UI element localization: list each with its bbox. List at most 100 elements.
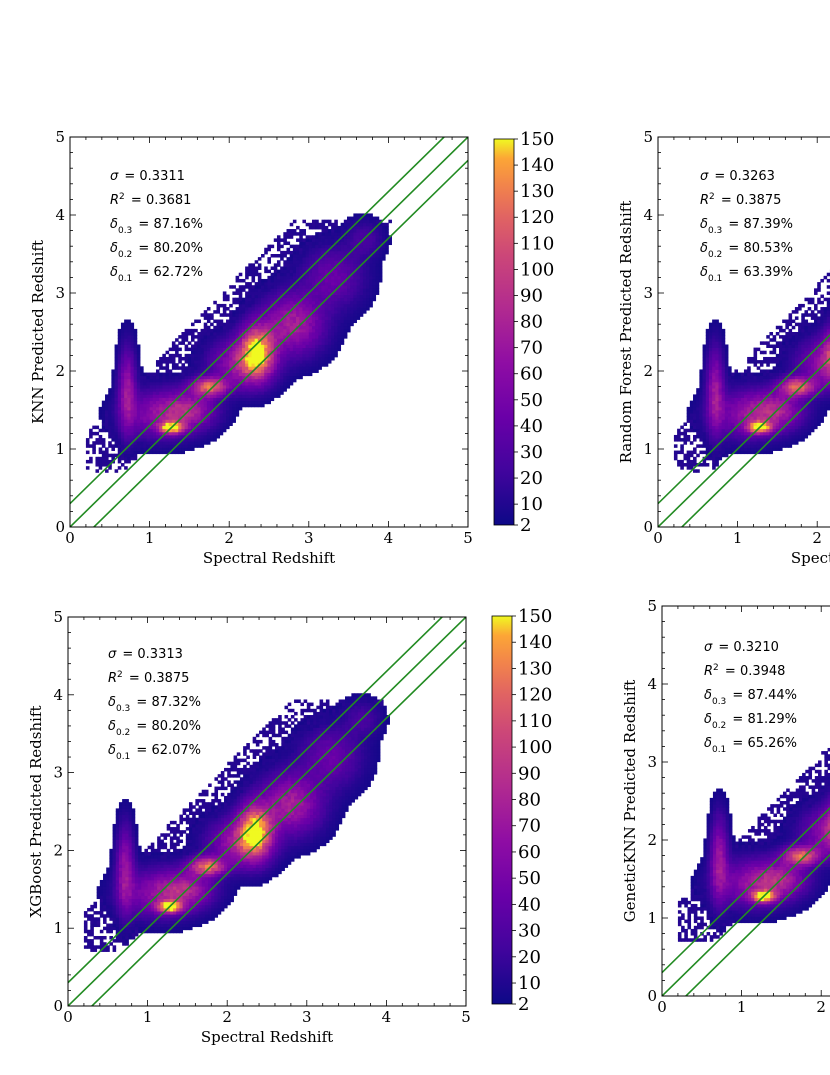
histogram-cell bbox=[168, 447, 173, 451]
histogram-cell bbox=[728, 394, 732, 398]
histogram-cell bbox=[197, 438, 201, 442]
histogram-cell bbox=[235, 363, 240, 367]
histogram-cell bbox=[769, 406, 774, 411]
histogram-cell bbox=[273, 272, 278, 277]
histogram-cell bbox=[105, 450, 109, 455]
histogram-cell bbox=[130, 410, 135, 414]
histogram-cell bbox=[734, 403, 738, 408]
histogram-cell bbox=[280, 347, 284, 352]
histogram-cell bbox=[152, 400, 157, 405]
histogram-cell bbox=[165, 366, 170, 370]
histogram-cell bbox=[382, 244, 386, 249]
histogram-cell bbox=[728, 419, 732, 423]
histogram-cell bbox=[807, 381, 812, 386]
histogram-cell bbox=[254, 272, 259, 277]
histogram-cell bbox=[232, 360, 236, 364]
histogram-cell bbox=[804, 350, 809, 355]
histogram-cell bbox=[769, 356, 774, 361]
histogram-cell bbox=[181, 385, 186, 389]
histogram-cell bbox=[731, 381, 735, 386]
histogram-cell bbox=[296, 247, 300, 252]
histogram-cell bbox=[807, 391, 812, 395]
histogram-cell bbox=[133, 400, 138, 405]
histogram-cell bbox=[305, 297, 310, 302]
histogram-cell bbox=[334, 238, 338, 242]
histogram-cell bbox=[216, 400, 221, 405]
histogram-cell bbox=[143, 378, 147, 383]
histogram-cell bbox=[120, 410, 125, 414]
histogram-cell bbox=[350, 229, 354, 233]
histogram-cell bbox=[210, 328, 214, 333]
histogram-cell bbox=[324, 229, 329, 233]
histogram-cell bbox=[814, 313, 818, 317]
histogram-cell bbox=[257, 263, 262, 267]
histogram-cell bbox=[127, 400, 131, 405]
histogram-cell bbox=[296, 363, 300, 367]
histogram-cell bbox=[175, 441, 179, 445]
histogram-cell bbox=[804, 360, 809, 364]
histogram-cell bbox=[299, 363, 303, 367]
histogram-cell bbox=[378, 229, 383, 233]
histogram-cell bbox=[807, 344, 812, 348]
histogram-cell bbox=[791, 419, 796, 423]
histogram-cell bbox=[133, 335, 138, 339]
histogram-cell bbox=[245, 388, 249, 392]
histogram-cell bbox=[362, 275, 367, 280]
histogram-cell bbox=[359, 257, 364, 261]
histogram-cell bbox=[794, 322, 799, 327]
histogram-cell bbox=[721, 413, 726, 417]
histogram-cell bbox=[229, 394, 233, 398]
histogram-cell bbox=[216, 378, 221, 383]
histogram-cell bbox=[136, 347, 141, 352]
axes-frame bbox=[69, 136, 469, 528]
histogram-cell bbox=[721, 372, 726, 377]
histogram-cell bbox=[264, 297, 268, 302]
histogram-cell bbox=[283, 278, 287, 283]
histogram-cell bbox=[219, 363, 224, 367]
histogram-cell bbox=[280, 328, 284, 333]
histogram-cell bbox=[190, 369, 195, 373]
histogram-cell bbox=[728, 450, 732, 455]
histogram-cell bbox=[343, 332, 348, 336]
histogram-cell bbox=[283, 360, 287, 364]
histogram-cell bbox=[292, 291, 297, 295]
histogram-cell bbox=[740, 375, 745, 380]
histogram-cell bbox=[257, 307, 262, 311]
histogram-cell bbox=[203, 366, 208, 370]
histogram-cell bbox=[785, 381, 789, 386]
histogram-cell bbox=[810, 416, 815, 420]
histogram-cell bbox=[257, 385, 262, 389]
histogram-cell bbox=[200, 313, 205, 317]
histogram-cell bbox=[686, 438, 691, 442]
histogram-cell bbox=[782, 403, 786, 408]
histogram-cell bbox=[187, 425, 192, 430]
histogram-cell bbox=[699, 375, 703, 380]
histogram-cell bbox=[785, 319, 789, 324]
histogram-cell bbox=[788, 350, 793, 355]
histogram-cell bbox=[286, 328, 291, 333]
histogram-cell bbox=[165, 425, 170, 430]
histogram-cell bbox=[140, 419, 144, 423]
histogram-cell bbox=[693, 438, 697, 442]
histogram-cell bbox=[804, 369, 809, 373]
histogram-cell bbox=[187, 369, 192, 373]
histogram-cell bbox=[324, 254, 329, 258]
histogram-cell bbox=[775, 372, 780, 377]
histogram-cell bbox=[114, 400, 119, 405]
histogram-cell bbox=[331, 338, 335, 342]
histogram-cell bbox=[359, 269, 364, 274]
histogram-cell bbox=[245, 360, 249, 364]
histogram-cell bbox=[283, 294, 287, 299]
histogram-cell bbox=[302, 303, 307, 308]
histogram-cell bbox=[245, 269, 249, 274]
histogram-cell bbox=[98, 410, 103, 414]
histogram-cell bbox=[759, 450, 764, 455]
histogram-cell bbox=[127, 325, 131, 330]
histogram-cell bbox=[814, 397, 818, 402]
histogram-cell bbox=[181, 366, 186, 370]
histogram-cell bbox=[200, 369, 205, 373]
histogram-cell bbox=[264, 266, 268, 270]
histogram-cell bbox=[292, 269, 297, 274]
histogram-cell bbox=[105, 406, 109, 411]
histogram-cell bbox=[257, 291, 262, 295]
